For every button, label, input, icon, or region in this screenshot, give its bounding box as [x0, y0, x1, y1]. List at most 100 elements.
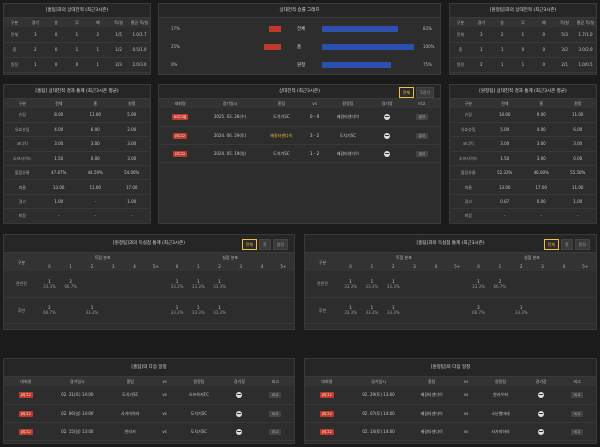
tab-all[interactable]: 전체 [241, 239, 257, 250]
cell: 55.50% [559, 165, 596, 181]
compare-button[interactable]: 비교 [570, 410, 584, 417]
goal-cell [145, 297, 167, 324]
table-header-row: 대회명 경기일시 홈팀 vs 원정팀 경기장 비고 [305, 377, 596, 386]
cell: 1.00 [559, 194, 596, 210]
away-team: 오프하저FC [175, 386, 223, 405]
left-pct: 17% [171, 26, 180, 31]
match-score: 1 - 2 [304, 144, 326, 163]
cell: 0 [512, 42, 534, 58]
stadium-icon[interactable] [236, 392, 243, 399]
action-cell: 비교 [256, 422, 294, 441]
away-team: 베갈타센다이 [325, 144, 371, 163]
cell: 1.50 [40, 151, 77, 167]
table-header-row: 구분 경기 승 무 패 득/실 평균 득/실 [450, 18, 596, 27]
match-row: J리그2 02. 07(토) 14:00 베갈타센다이 vs 소난벨마레 비교 [305, 404, 596, 423]
tab-away[interactable]: 원정 [272, 239, 288, 250]
home-goal-panel: [원정팀]과의 득실점 통계 (최근3시즌) 전체 홈 원정 구분 득점 분포 실점… [3, 234, 295, 330]
tab-all[interactable]: 전체 [543, 239, 559, 250]
away-team: 소난벨마레 [477, 404, 524, 423]
home-goal-title: [원정팀]과의 득실점 통계 (최근3시즌) [112, 241, 186, 246]
cell: 3/2 [554, 42, 576, 58]
stadium-icon[interactable] [538, 428, 545, 435]
tab-away[interactable]: 원정 [574, 239, 590, 250]
table-row: 오프사이드 1.50 0.00 3.00 [4, 151, 150, 167]
column-header: 홈팀 [258, 99, 305, 108]
goal-cell: 2 66.7% [38, 297, 61, 324]
column-header: 경기일시 [348, 377, 409, 386]
goal-count: 1 [197, 305, 200, 310]
cell: 2.00 [113, 122, 150, 138]
goal-count: 1 [477, 278, 480, 284]
column-header: 홈 [523, 99, 560, 108]
tab-all[interactable]: 전체 [398, 87, 415, 98]
column-header: 경기장 [523, 377, 559, 386]
row-header: 구분 [305, 253, 340, 271]
compare-button[interactable]: 비교 [269, 392, 282, 399]
goal-cell [272, 271, 294, 298]
match-date: 02. 07(토) 14:00 [348, 404, 409, 423]
table-row: 코너킥 3.00 3.00 3.00 [450, 136, 596, 152]
result-button[interactable]: 결과 [415, 114, 429, 121]
compare-button[interactable]: 비교 [570, 428, 584, 435]
league-cell: J리그2 [305, 386, 349, 405]
column-header: 구분 [450, 99, 487, 108]
compare-button[interactable]: 비교 [269, 428, 282, 435]
league-cell: K리그컵 [159, 108, 202, 127]
stadium-icon[interactable] [236, 410, 243, 417]
result-button[interactable]: 결과 [415, 150, 429, 157]
tab-home[interactable]: 홈 [560, 239, 573, 250]
column-header: 원정팀 [175, 377, 223, 386]
home-record-panel: [홈팀]과의 상대전적 (최근3시즌) 구분 경기 승 무 패 득/실 평균 득/실 전체 3 0… [3, 3, 151, 75]
stadium-icon[interactable] [538, 410, 545, 417]
graph-row-label: 전체 [297, 27, 306, 32]
home-stats-title: [홈팀] 상대전적 경과 통계 (최근3시즌 평균) [4, 85, 150, 99]
league-badge: K리그컵 [172, 114, 189, 121]
goal-count-header: 4 [251, 262, 273, 271]
stadium-icon[interactable] [236, 428, 243, 435]
left-pct: 0% [171, 62, 178, 67]
row-header: 구분 [4, 253, 39, 271]
concede-distribution-header: 실점 분포 [467, 253, 596, 262]
away-stats-title: [원정팀] 상대전적 경과 통계 (최근3시즌 평균) [450, 85, 596, 99]
goal-percent: 33.3% [85, 310, 99, 315]
column-header: vs [153, 377, 176, 386]
home-team: 베갈타센다이 [408, 422, 456, 441]
cell: 1 [24, 57, 46, 73]
home-record-title: [홈팀]과의 상대전적 (최근3시즌) [4, 4, 150, 18]
stadium-icon[interactable] [384, 114, 391, 121]
stadium-icon[interactable] [384, 150, 391, 157]
goal-count: 1 [349, 278, 352, 284]
column-header: 득/실 [554, 18, 576, 27]
row-label: 퇴장 [4, 208, 41, 224]
home-next-table: 대회명 경기일시 홈팀 vs 원정팀 경기장 비고 J리그2 02. 31(토) 14:00 도치… [4, 377, 294, 441]
away-team: 도치기SC [175, 404, 223, 423]
goal-count-header: 2 [208, 262, 231, 271]
h2h-tabs: 전체 5경기 [398, 87, 434, 98]
compare-button[interactable]: 비교 [269, 410, 282, 417]
h2h-panel: 상대전적 (최근3시즌) 전체 5경기 대회명 경기일시 홈팀 vs 원정팀 경기정 비고 K… [158, 84, 441, 224]
stadium-icon[interactable] [384, 132, 391, 139]
result-button[interactable]: 결과 [415, 132, 429, 139]
cell: 3.00 [77, 136, 114, 152]
match-score: 0 - 0 [304, 108, 326, 127]
column-header: 홈팀 [408, 377, 456, 386]
stadium-cell [370, 126, 404, 145]
tab-5games[interactable]: 5경기 [416, 87, 434, 98]
half-label: 후반 [305, 297, 340, 324]
column-header: 구분 [4, 99, 41, 108]
compare-button[interactable]: 비교 [570, 392, 584, 399]
tab-home[interactable]: 홈 [258, 239, 271, 250]
away-team: 한라우퍼 [477, 386, 524, 405]
cell: 3.00 [486, 136, 523, 152]
column-header: 전체 [40, 99, 77, 108]
home-team: 베갈타센다이 [258, 126, 305, 145]
cell: - [559, 208, 596, 224]
home-team: 도치기SC [106, 386, 154, 405]
goal-count: 1 [391, 305, 395, 310]
stadium-icon[interactable] [538, 392, 545, 399]
vs-label: vs [455, 422, 478, 441]
goal-percent: 33.3% [191, 283, 205, 289]
away-team: 도치기SC [325, 126, 371, 145]
score-distribution-header: 득점 분포 [339, 253, 468, 262]
match-row: J리그2 02. 06(일) 14:00 사가미하라 vs 도치기SC 비교 [4, 404, 294, 423]
